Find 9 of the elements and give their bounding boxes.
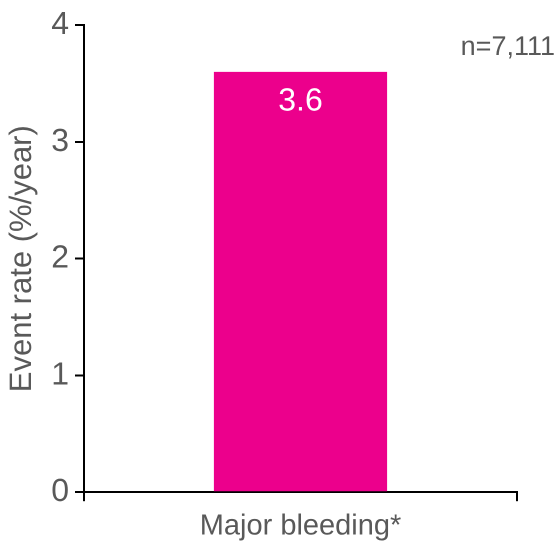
data-label: 3.6 <box>278 82 323 118</box>
y-tick-label: 1 <box>51 355 69 392</box>
y-axis-title: Event rate (%/year) <box>3 125 38 392</box>
x-tick-label: Major bleeding* <box>200 510 402 542</box>
y-tick-label: 3 <box>51 122 69 158</box>
y-tick-label: 2 <box>51 238 69 275</box>
y-tick-label: 0 <box>51 472 69 508</box>
text: n=7,111 <box>460 30 555 61</box>
y-tick-label: 4 <box>51 5 69 42</box>
